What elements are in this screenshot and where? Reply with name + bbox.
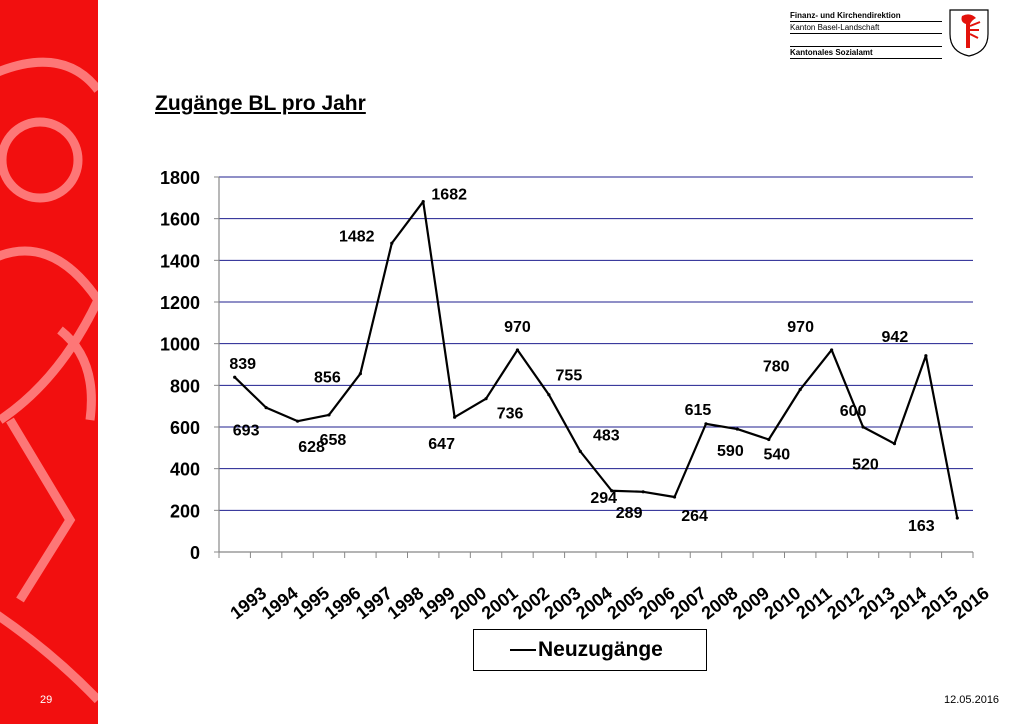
y-tick-label: 200: [170, 501, 200, 521]
data-label: 970: [787, 319, 814, 336]
header-divider: [790, 34, 942, 47]
data-point: [233, 375, 237, 379]
y-tick-label: 1600: [160, 210, 200, 230]
legend-line-swatch: [510, 649, 536, 651]
data-point: [358, 372, 362, 376]
y-tick-label: 1000: [160, 335, 200, 355]
department-name: Finanz- und Kirchendirektion: [790, 10, 942, 22]
slide-title: Zugänge BL pro Jahr: [155, 92, 366, 115]
data-label: 590: [717, 443, 744, 460]
y-tick-label: 0: [190, 543, 200, 563]
data-point: [892, 442, 897, 446]
data-label: 520: [852, 457, 879, 474]
chart-legend: Neuzugänge: [473, 629, 707, 671]
data-point: [453, 415, 457, 419]
data-label: 600: [840, 403, 867, 420]
data-point: [484, 397, 488, 401]
data-label: 264: [681, 508, 708, 525]
data-label: 615: [685, 402, 712, 419]
data-point: [327, 413, 331, 417]
data-point: [547, 393, 551, 397]
slide-date: 12.05.2016: [944, 694, 1000, 706]
data-point: [798, 387, 802, 392]
data-point: [767, 437, 771, 442]
data-point: [421, 199, 425, 204]
data-point: [672, 495, 677, 499]
data-label: 628: [298, 439, 325, 456]
data-label: 289: [616, 505, 643, 522]
data-point: [390, 241, 394, 245]
data-point: [861, 425, 865, 429]
data-label: 839: [229, 356, 256, 373]
data-label: 540: [763, 447, 790, 464]
data-label: 780: [763, 359, 790, 376]
data-point: [515, 348, 520, 352]
data-point: [955, 516, 959, 520]
data-label: 970: [504, 319, 531, 336]
header-block: Finanz- und Kirchendirektion Kanton Base…: [790, 10, 942, 59]
data-point: [924, 354, 928, 358]
data-label: 755: [556, 368, 583, 385]
y-tick-label: 600: [170, 418, 200, 438]
y-tick-label: 1400: [160, 251, 200, 271]
series-line-neuzugaenge: [233, 200, 959, 519]
data-point: [704, 422, 708, 426]
office-name: Kantonales Sozialamt: [790, 47, 942, 59]
x-tick-label: 2016: [949, 583, 993, 623]
data-label: 483: [593, 427, 620, 444]
data-label: 736: [497, 406, 524, 423]
data-label: 1682: [431, 187, 467, 204]
data-point: [264, 406, 268, 410]
y-tick-label: 1200: [160, 293, 200, 313]
canton-name: Kanton Basel-Landschaft: [790, 22, 942, 34]
data-label: 294: [590, 490, 617, 507]
legend-label: Neuzugänge: [538, 638, 663, 661]
data-label: 693: [233, 423, 260, 440]
coat-of-arms-icon: [949, 9, 989, 57]
data-label: 1482: [339, 228, 375, 245]
data-label: 647: [428, 436, 455, 453]
data-label: 942: [882, 329, 909, 346]
y-tick-label: 1800: [160, 168, 200, 188]
side-band: 29: [0, 0, 98, 724]
data-point: [295, 419, 300, 423]
data-point: [641, 490, 645, 494]
page-number: 29: [40, 694, 53, 706]
y-tick-label: 400: [170, 460, 200, 480]
y-tick-label: 800: [170, 376, 200, 396]
coat-of-arms-watermark: [0, 57, 98, 704]
data-point: [830, 348, 834, 352]
data-point: [578, 449, 582, 453]
data-label: 658: [320, 432, 347, 449]
data-label: 856: [314, 370, 341, 387]
data-point: [735, 427, 739, 431]
data-label: 163: [908, 518, 935, 535]
data-point: [610, 489, 614, 493]
